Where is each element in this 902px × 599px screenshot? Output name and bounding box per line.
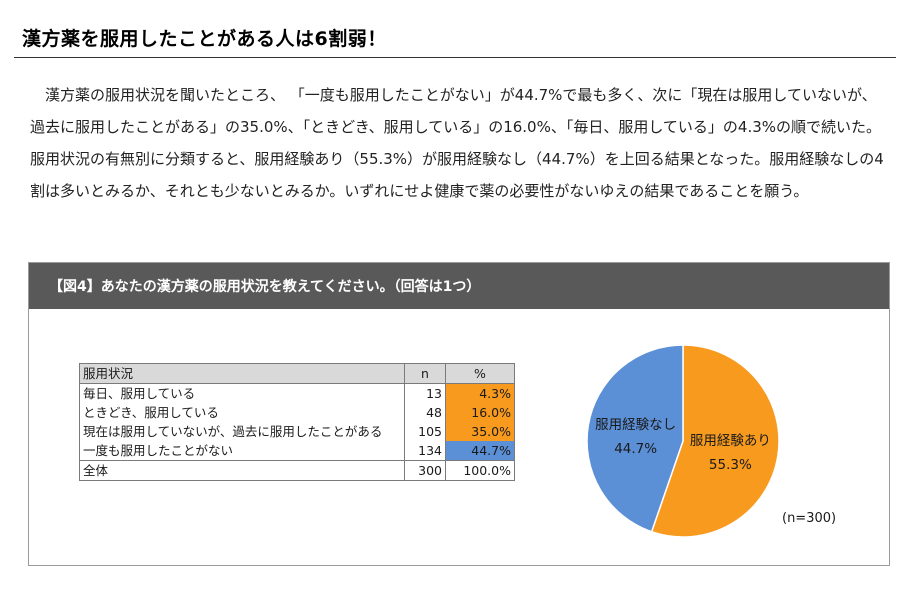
pie-slice-name-label: 服用経験あり <box>690 433 771 449</box>
row-label: ときどき、服用している <box>79 403 405 422</box>
row-label: 毎日、服用している <box>79 383 405 403</box>
pie-chart: 服用経験あり 55.3% 服用経験なし 44.7% <box>585 343 781 539</box>
table-header-status: 服用状況 <box>79 363 405 384</box>
pie-slice-value-label: 44.7% <box>614 441 657 457</box>
pie-chart-svg: 服用経験あり 55.3% 服用経験なし 44.7% <box>586 344 780 538</box>
table-header-n: n <box>404 363 446 384</box>
row-percent: 4.3% <box>445 383 515 403</box>
figure-title: 【図4】あなたの漢方薬の服用状況を教えてください。（回答は1つ） <box>49 279 481 295</box>
sample-size-note: (n=300) <box>782 511 837 526</box>
page-headline: 漢方薬を服用したことがある人は6割弱！ <box>22 28 387 50</box>
total-n: 300 <box>404 460 446 481</box>
row-label: 一度も服用したことがない <box>79 441 405 461</box>
results-table: 服用状況 n % 毎日、服用している 13 4.3% ときどき、服用している 4… <box>79 363 515 481</box>
row-label: 現在は服用していないが、過去に服用したことがある <box>79 422 405 441</box>
row-n: 134 <box>404 441 446 461</box>
pie-slice-value-label: 55.3% <box>709 457 752 473</box>
table-row: 毎日、服用している 13 4.3% <box>79 383 515 403</box>
table-row: ときどき、服用している 48 16.0% <box>79 403 515 422</box>
summary-text: 漢方薬の服用状況を聞いたところ、 「一度も服用したことがない」が44.7%で最も… <box>30 86 884 200</box>
table-header-row: 服用状況 n % <box>79 363 515 384</box>
table-total-row: 全体 300 100.0% <box>79 460 515 481</box>
pie-slice-name-label: 服用経験なし <box>595 417 676 433</box>
pie-slice-never <box>586 344 684 533</box>
headline-divider <box>14 57 896 58</box>
row-n: 48 <box>404 403 446 422</box>
row-n: 13 <box>404 383 446 403</box>
row-percent: 35.0% <box>445 422 515 441</box>
figure-header: 【図4】あなたの漢方薬の服用状況を教えてください。（回答は1つ） <box>29 263 889 309</box>
row-percent: 16.0% <box>445 403 515 422</box>
row-n: 105 <box>404 422 446 441</box>
figure-panel: 【図4】あなたの漢方薬の服用状況を教えてください。（回答は1つ） 服用状況 n … <box>28 262 890 566</box>
total-label: 全体 <box>79 460 405 481</box>
table-row: 現在は服用していないが、過去に服用したことがある 105 35.0% <box>79 422 515 441</box>
summary-paragraph: 漢方薬の服用状況を聞いたところ、 「一度も服用したことがない」が44.7%で最も… <box>30 79 890 207</box>
table-header-percent: % <box>445 363 515 384</box>
row-percent: 44.7% <box>445 441 515 461</box>
total-percent: 100.0% <box>445 460 515 481</box>
table-row: 一度も服用したことがない 134 44.7% <box>79 441 515 461</box>
